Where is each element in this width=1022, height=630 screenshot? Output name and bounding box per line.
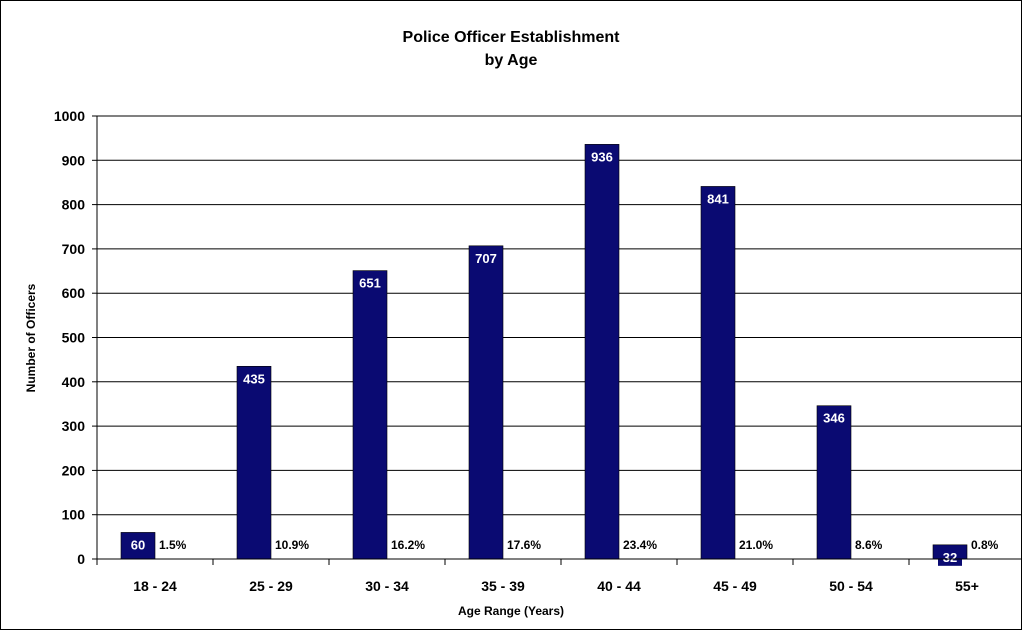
y-tick-label: 500 bbox=[62, 330, 86, 346]
value-label-bg bbox=[237, 369, 271, 388]
value-label-bg bbox=[585, 147, 619, 166]
x-tick-label: 50 - 54 bbox=[829, 578, 873, 594]
value-label: 707 bbox=[475, 251, 497, 266]
gridlines bbox=[97, 115, 1021, 516]
percent-label-bg bbox=[737, 532, 779, 558]
y-tick-label: 900 bbox=[62, 152, 86, 168]
x-tick-label: 45 - 49 bbox=[713, 578, 757, 594]
value-label-bg bbox=[701, 189, 735, 208]
bar bbox=[468, 245, 504, 560]
percent-label: 23.4% bbox=[623, 538, 657, 552]
x-tick-label: 55+ bbox=[955, 578, 979, 594]
y-tick-label: 200 bbox=[62, 462, 86, 478]
y-tick-label: 300 bbox=[62, 418, 86, 434]
value-label: 32 bbox=[943, 550, 957, 565]
bar bbox=[352, 270, 388, 560]
percent-label-bg bbox=[273, 532, 315, 558]
percent-label-bg bbox=[505, 532, 547, 558]
value-label-bg bbox=[126, 535, 150, 554]
y-axis-ticks: 0 100 200 300 400 500 600 700 800 900 1000 bbox=[54, 108, 97, 567]
bar bbox=[816, 405, 852, 560]
y-axis-title: Number of Officers bbox=[24, 283, 38, 392]
percent-label: 8.6% bbox=[855, 538, 883, 552]
percent-label: 0.8% bbox=[971, 538, 999, 552]
x-axis-ticks: 18 - 24 25 - 29 30 - 34 35 - 39 40 - 44 45 - … bbox=[96, 559, 979, 594]
chart-title: Police Officer Establishment bbox=[403, 29, 621, 46]
bars: 60 1.5% 435 10.9% 651 16.2% 707 17.6% 936 23.4% 84… bbox=[120, 144, 1004, 566]
percent-label-bg bbox=[621, 532, 663, 558]
percent-label: 1.5% bbox=[159, 538, 187, 552]
value-label-bg bbox=[817, 408, 851, 427]
x-tick-label: 30 - 34 bbox=[365, 578, 409, 594]
bar bbox=[584, 144, 620, 560]
y-tick-label: 1000 bbox=[54, 108, 85, 124]
y-tick-label: 700 bbox=[62, 241, 86, 257]
bar bbox=[236, 365, 272, 560]
percent-label-bg bbox=[157, 532, 192, 558]
value-label: 435 bbox=[243, 371, 265, 386]
y-tick-label: 0 bbox=[77, 551, 85, 567]
y-tick-label: 800 bbox=[62, 197, 86, 213]
x-tick-label: 18 - 24 bbox=[133, 578, 177, 594]
value-label: 346 bbox=[823, 411, 845, 426]
percent-label: 16.2% bbox=[391, 538, 425, 552]
percent-label-bg bbox=[389, 532, 431, 558]
value-label-bg bbox=[353, 273, 387, 292]
value-label: 60 bbox=[131, 537, 145, 552]
value-label-bg bbox=[469, 248, 503, 267]
value-label: 841 bbox=[707, 191, 729, 206]
x-tick-label: 35 - 39 bbox=[481, 578, 525, 594]
percent-label: 21.0% bbox=[739, 538, 773, 552]
value-label: 936 bbox=[591, 149, 613, 164]
chart-subtitle: by Age bbox=[485, 52, 538, 69]
percent-label: 10.9% bbox=[275, 538, 309, 552]
x-axis-title: Age Range (Years) bbox=[458, 604, 564, 618]
percent-label-bg bbox=[853, 532, 888, 558]
percent-label: 17.6% bbox=[507, 538, 541, 552]
value-label-bg bbox=[938, 547, 962, 566]
y-tick-label: 600 bbox=[62, 285, 86, 301]
y-tick-label: 100 bbox=[62, 507, 86, 523]
x-tick-label: 40 - 44 bbox=[597, 578, 641, 594]
x-tick-label: 25 - 29 bbox=[249, 578, 293, 594]
percent-label-bg bbox=[969, 532, 1004, 558]
value-label: 651 bbox=[359, 276, 381, 291]
bar bbox=[700, 186, 736, 560]
y-tick-label: 400 bbox=[62, 374, 86, 390]
